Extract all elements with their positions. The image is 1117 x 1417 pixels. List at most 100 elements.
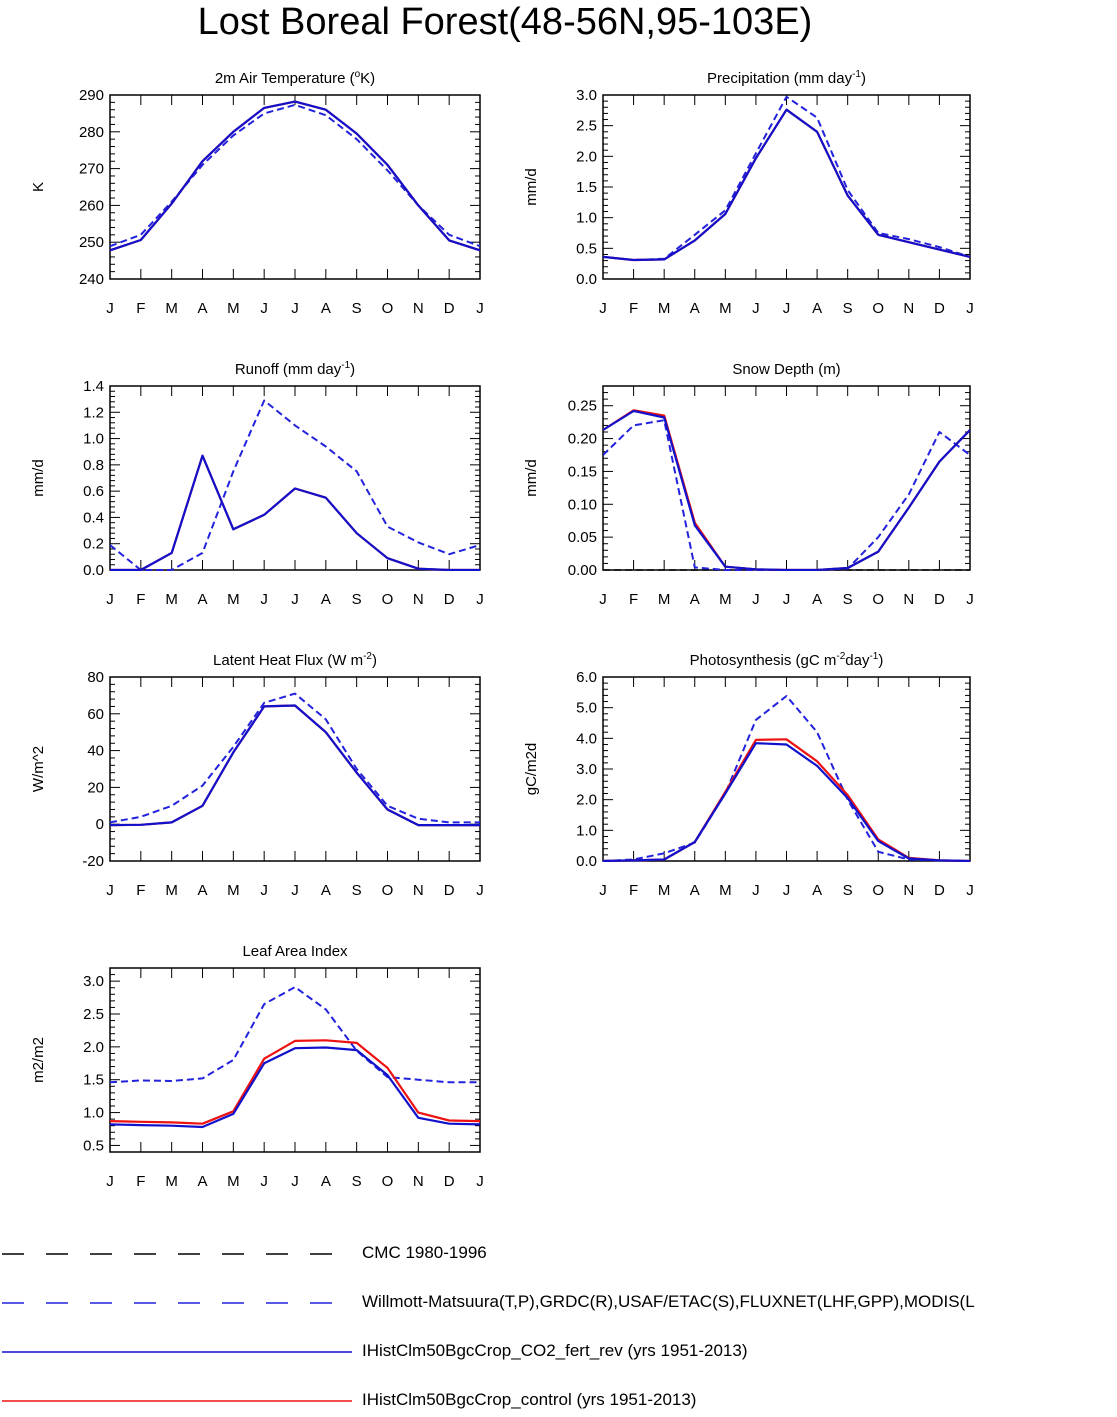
legend-entry-co2: IHistClm50BgcCrop_CO2_fert_rev (yrs 1951… [0, 1338, 1117, 1368]
x-tick-label: J [599, 591, 607, 608]
y-tick-label: 0 [96, 816, 104, 833]
series-line-obs [110, 103, 480, 248]
series-line-co2 [603, 108, 970, 262]
y-tick-label: 3.0 [576, 87, 597, 104]
y-tick-label: 0.20 [568, 431, 597, 448]
y-tick-label: 4.0 [576, 730, 597, 747]
y-tick-label: 250 [79, 234, 104, 251]
y-tick-label: 0.0 [576, 853, 597, 870]
y-tick-label: 2.0 [576, 792, 597, 809]
y-tick-label: 2.5 [83, 1006, 104, 1023]
chart-panel: Snow Depth (m) mm/d 0.00 0.05 0.10 0.15 0.20 0.… [523, 361, 974, 608]
y-axis-label: K [30, 182, 47, 192]
x-tick-label: J [106, 591, 114, 608]
series-line-co2 [110, 100, 480, 252]
x-tick-label: F [136, 300, 145, 317]
x-tick-label: J [291, 591, 299, 608]
y-tick-label: 1.2 [83, 404, 104, 421]
x-tick-label: N [413, 882, 424, 899]
x-tick-label: A [197, 591, 207, 608]
plot-frame [602, 676, 971, 862]
x-tick-label: J [783, 591, 791, 608]
x-tick-label: O [872, 882, 884, 899]
x-tick-label: D [444, 300, 455, 317]
x-tick-label: M [227, 1173, 240, 1190]
chart-panel: Runoff (mm day-1) mm/d 0.0 0.2 0.4 0.6 0.8 1.0 1… [30, 360, 484, 608]
x-tick-label: J [752, 882, 760, 899]
x-tick-label: J [783, 300, 791, 317]
panel-title: Leaf Area Index [242, 943, 348, 960]
chart-panel: Precipitation (mm day-1) mm/d 0.0 0.5 1.0 1.5… [523, 69, 974, 317]
y-tick-label: 80 [87, 669, 104, 686]
x-tick-label: S [843, 300, 853, 317]
x-tick-label: F [629, 882, 638, 899]
y-axis-label: mm/d [523, 459, 540, 497]
x-tick-label: A [197, 1173, 207, 1190]
x-tick-label: N [903, 591, 914, 608]
x-tick-label: M [165, 300, 178, 317]
y-tick-label: 0.4 [83, 509, 104, 526]
y-tick-label: 60 [87, 706, 104, 723]
y-tick-label: 6.0 [576, 669, 597, 686]
y-tick-label: 240 [79, 271, 104, 288]
y-tick-label: -20 [82, 853, 104, 870]
panel-title: Precipitation (mm day-1) [707, 69, 866, 87]
y-tick-label: 0.6 [83, 483, 104, 500]
chart-panel: Latent Heat Flux (W m-2) W/m^2 -20 0 20 40 60 8… [30, 651, 484, 899]
x-tick-label: O [872, 300, 884, 317]
y-axis-label: gC/m2d [523, 743, 540, 796]
y-tick-label: 0.5 [576, 240, 597, 257]
panel-title: Latent Heat Flux (W m-2) [213, 651, 377, 669]
series-line-obs [603, 95, 970, 261]
x-tick-label: M [165, 882, 178, 899]
y-tick-label: 0.05 [568, 529, 597, 546]
y-tick-label: 1.5 [83, 1072, 104, 1089]
plot-frame [602, 94, 971, 280]
series-line-co2 [603, 409, 970, 571]
y-tick-label: 0.0 [83, 562, 104, 579]
x-tick-label: O [382, 300, 394, 317]
x-tick-label: D [444, 882, 455, 899]
x-tick-label: O [382, 882, 394, 899]
series-line-control [603, 409, 970, 571]
x-tick-label: A [321, 882, 331, 899]
x-tick-label: A [812, 300, 822, 317]
legend-label-control: IHistClm50BgcCrop_control (yrs 1951-2013… [362, 1390, 697, 1409]
x-tick-label: F [136, 591, 145, 608]
x-tick-label: F [629, 300, 638, 317]
series-line-co2 [110, 454, 480, 571]
x-tick-label: N [903, 882, 914, 899]
y-tick-label: 1.4 [83, 378, 104, 395]
plot-frame [109, 967, 481, 1153]
y-tick-label: 2.0 [576, 148, 597, 165]
x-tick-label: D [444, 1173, 455, 1190]
x-tick-label: F [136, 882, 145, 899]
chart-panel: Photosynthesis (gC m-2day-1) gC/m2d 0.0 1.0… [523, 651, 974, 899]
x-tick-label: F [629, 591, 638, 608]
x-tick-label: S [352, 1173, 362, 1190]
panel-title: 2m Air Temperature (oK) [215, 69, 375, 87]
x-tick-label: A [690, 300, 700, 317]
series-line-control [110, 454, 480, 571]
legend-label-co2: IHistClm50BgcCrop_CO2_fert_rev (yrs 1951… [362, 1341, 748, 1360]
x-tick-label: N [413, 300, 424, 317]
legend-line-obs [2, 1302, 332, 1304]
legend-label-obs: Willmott-Matsuura(T,P),GRDC(R),USAF/ETAC… [362, 1292, 975, 1311]
plot-frame [109, 94, 481, 280]
x-tick-label: J [291, 1173, 299, 1190]
x-tick-label: O [872, 591, 884, 608]
x-tick-label: A [197, 882, 207, 899]
legend-label-cmc: CMC 1980-1996 [362, 1243, 487, 1262]
y-tick-label: 0.25 [568, 398, 597, 415]
series-line-obs [603, 695, 970, 862]
x-tick-label: J [476, 882, 484, 899]
x-tick-label: D [934, 300, 945, 317]
y-tick-label: 1.0 [83, 431, 104, 448]
y-tick-label: 20 [87, 779, 104, 796]
series-line-control [603, 738, 970, 862]
x-tick-label: S [352, 591, 362, 608]
x-tick-label: M [658, 882, 671, 899]
x-tick-label: J [599, 300, 607, 317]
y-tick-label: 2.0 [83, 1039, 104, 1056]
x-tick-label: M [658, 300, 671, 317]
